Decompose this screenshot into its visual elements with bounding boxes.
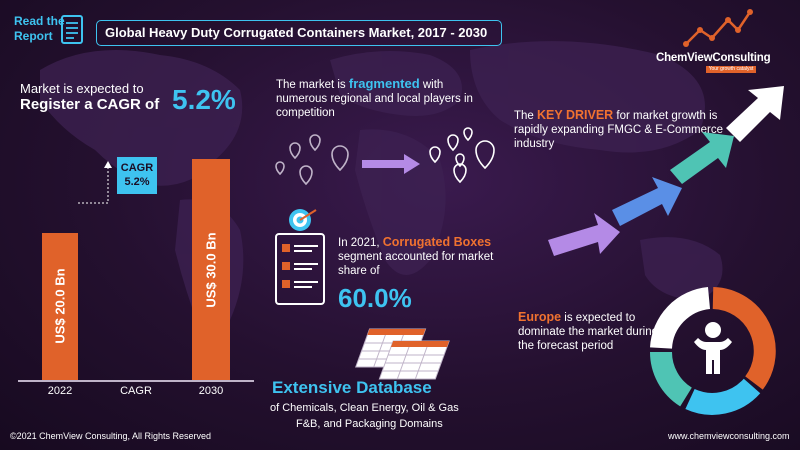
database-title: Extensive Database: [272, 378, 432, 397]
database-line1: of Chemicals, Clean Energy, Oil & Gas: [270, 402, 459, 414]
logo-name: ChemViewConsulting: [656, 52, 771, 64]
europe-highlight: Europe: [518, 310, 562, 324]
cagr-annotation-box: CAGR 5.2%: [117, 157, 157, 194]
key-driver-pre: The: [514, 110, 538, 122]
database-sheets-icon: [355, 328, 450, 380]
logo-graph-icon: [683, 9, 753, 47]
person-icon: [694, 322, 732, 374]
footer-copyright: ©2021 ChemView Consulting, All Rights Re…: [10, 431, 212, 441]
page-title: Global Heavy Duty Corrugated Containers …: [96, 20, 502, 46]
bar-2030: US$ 30.0 Bn: [192, 159, 230, 380]
read-report-line1: Read the: [14, 14, 65, 28]
bar-2022: US$ 20.0 Bn: [42, 232, 78, 380]
cagr-connector-arrow-icon: [78, 161, 112, 204]
bar-label-2022: US$ 20.0 Bn: [52, 268, 68, 344]
fragmented-pre: The market is: [276, 79, 349, 91]
chart-x-axis: [18, 380, 254, 382]
logo-tagline: Your growth catalyst: [706, 66, 756, 73]
europe-rest: is expected to dominate the market durin…: [518, 312, 658, 352]
report-icon[interactable]: [60, 14, 86, 46]
cagr-headline-value: 5.2%: [172, 84, 236, 115]
read-report-link[interactable]: Read the Report: [14, 14, 65, 44]
growth-arrow-icon: [548, 86, 784, 256]
footer-website-link[interactable]: www.chemviewconsulting.com: [668, 431, 790, 441]
key-driver-rest: for market growth is rapidly expanding F…: [514, 110, 723, 150]
segment-value: 60.0%: [338, 283, 412, 313]
europe-donut-chart: [650, 287, 776, 415]
location-pin-icon: [429, 127, 495, 184]
fragmented-highlight: fragmented: [348, 76, 420, 91]
x-tick-cagr: CAGR: [120, 385, 152, 397]
key-driver-highlight: KEY DRIVER: [537, 108, 614, 122]
location-pin-icon: [275, 134, 349, 186]
bar-label-2030: US$ 30.0 Bn: [203, 231, 219, 308]
x-tick-2030: 2030: [198, 385, 224, 397]
cagr-headline-line2: Register a CAGR of: [20, 96, 160, 113]
europe-text: Europe is expected to dominate the marke…: [518, 310, 658, 353]
fragmented-rest: with numerous regional and local players…: [276, 79, 473, 119]
segment-highlight: Corrugated Boxes: [382, 235, 492, 249]
x-tick-2022: 2022: [47, 385, 73, 397]
arrow-right-icon: [362, 154, 420, 174]
cagr-annotation-value: 5.2%: [124, 176, 150, 188]
segment-pre: In 2021,: [338, 237, 383, 249]
database-line2: F&B, and Packaging Domains: [296, 418, 443, 430]
cagr-headline-line1: Market is expected to: [20, 81, 144, 96]
read-report-line2: Report: [14, 29, 53, 43]
target-checklist-icon: [275, 209, 325, 305]
cagr-annotation-label: CAGR: [120, 162, 154, 174]
fragmented-text: The market is fragmented with numerous r…: [276, 77, 476, 120]
key-driver-text: The KEY DRIVER for market growth is rapi…: [514, 108, 734, 151]
segment-rest: segment accounted for market share of: [338, 251, 494, 277]
segment-text: In 2021, Corrugated Boxes segment accoun…: [338, 235, 508, 278]
